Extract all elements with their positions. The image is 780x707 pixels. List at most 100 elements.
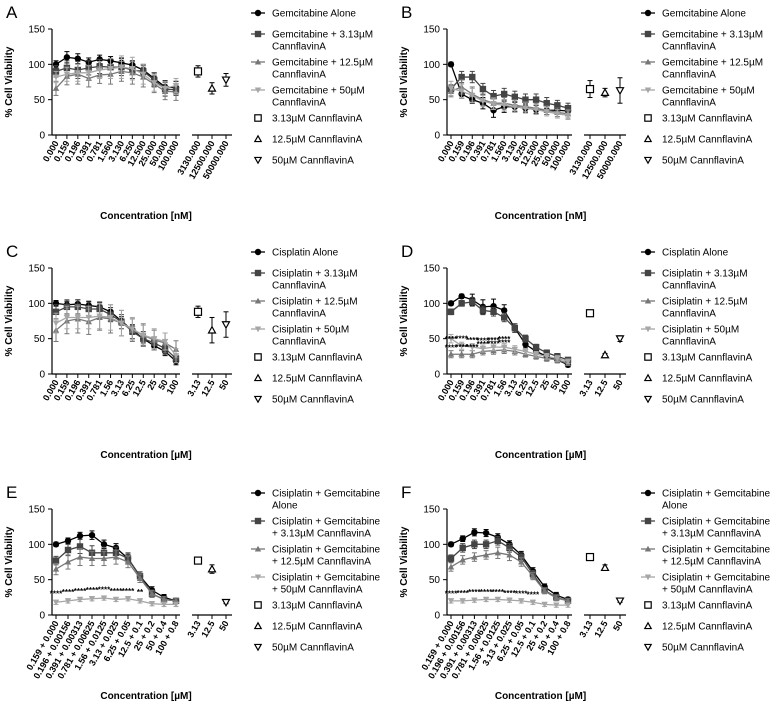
- legend-label-line: 3.13µM CannflavinA: [272, 114, 363, 125]
- legend-marker: [644, 114, 652, 122]
- legend-entry: 12.5µM CannflavinA: [643, 622, 753, 633]
- legend-label: Cisiplatin + Gemcitabine Alone: [272, 489, 381, 512]
- x-tick-label: 50: [156, 378, 170, 392]
- legend-entry: Gemcitabine + 50µM CannflavinA: [251, 86, 365, 109]
- data-point: [529, 572, 537, 579]
- legend-label-line: 50µM CannflavinA: [662, 156, 744, 167]
- data-point: [541, 587, 548, 594]
- legend-label-line: 12.5µM CannflavinA: [272, 135, 363, 146]
- legend-label: 12.5µM CannflavinA: [272, 135, 363, 146]
- data-point: [76, 596, 84, 603]
- legend-marker: [644, 517, 652, 525]
- data-point: [458, 351, 465, 357]
- legend-label: 12.5µM CannflavinA: [272, 374, 363, 385]
- legend-entry: Cisiplatin + Gemcitabine + 12.5µM Cannfla…: [251, 545, 381, 568]
- y-tick-label: 50: [429, 575, 441, 586]
- legend-label: Cisiplatin + 12.5µM CannflavinA: [662, 297, 748, 320]
- legend-label-line: Cisiplatin + 12.5µM: [272, 297, 358, 308]
- legend-label-line: Alone: [662, 501, 688, 512]
- series-line: [55, 315, 177, 357]
- legend-entry: Gemcitabine + 3.13µM CannflavinA: [251, 30, 373, 53]
- data-point: [52, 320, 60, 327]
- legend-label-line: 50µM CannflavinA: [662, 395, 744, 406]
- y-tick-label: 50: [429, 95, 441, 106]
- data-point: [447, 555, 455, 562]
- x-tick-label: 50: [217, 619, 231, 633]
- y-tick-label: 0: [434, 370, 440, 381]
- significance-label: ****: [503, 589, 516, 598]
- legend-label-line: Cisiplatin + Gemcitabine: [272, 545, 381, 556]
- data-point: [506, 597, 513, 604]
- legend-label-line: 50µM CannflavinA: [272, 643, 354, 654]
- legend-label: 12.5µM CannflavinA: [272, 622, 363, 633]
- series-c313: [52, 58, 180, 97]
- side-point-o50: [615, 335, 625, 344]
- legend-label-line: + 12.5µM CannflavinA: [272, 557, 371, 568]
- data-point: [150, 80, 158, 86]
- data-point: [64, 537, 72, 544]
- data-point: [522, 341, 529, 348]
- legend-marker: [643, 134, 653, 143]
- series-c50: [447, 596, 572, 609]
- y-tick-label: 100: [28, 299, 45, 310]
- legend-label-line: 3.13µM CannflavinA: [662, 114, 753, 125]
- data-point: [479, 307, 487, 314]
- data-point: [129, 66, 136, 72]
- data-point: [207, 564, 217, 573]
- legend-entry: Cisiplatin + Gemcitabine Alone: [251, 489, 381, 512]
- data-point: [100, 555, 108, 562]
- legend-marker: [254, 297, 262, 304]
- legend-label-line: + 12.5µM CannflavinA: [662, 557, 761, 568]
- x-tick-label: 50: [217, 378, 231, 392]
- significance-label: ****: [445, 335, 458, 344]
- data-point: [458, 88, 465, 95]
- legend-entry: Gemcitabine + 50µM CannflavinA: [641, 86, 755, 109]
- legend-label-line: CannflavinA: [662, 98, 716, 109]
- legend-marker: [254, 269, 262, 277]
- data-point: [85, 314, 92, 321]
- legend-label-line: 3.13µM CannflavinA: [272, 353, 363, 364]
- significance-label: ****: [487, 339, 500, 348]
- legend-entry: 50µM CannflavinA: [253, 395, 354, 406]
- legend-label: 50µM CannflavinA: [272, 156, 354, 167]
- legend-label-line: 12.5µM CannflavinA: [272, 622, 363, 633]
- data-point: [129, 326, 136, 332]
- data-point: [585, 552, 595, 562]
- legend-entry: Gemcitabine + 12.5µM CannflavinA: [251, 58, 373, 81]
- data-point: [482, 596, 490, 603]
- x-tick-label: 12.5: [592, 378, 609, 398]
- side-point-o313: [585, 552, 595, 562]
- data-point: [221, 598, 231, 608]
- x-axis-title: Concentration [nM]: [100, 211, 192, 222]
- legend-label: Gemcitabine + 12.5µM CannflavinA: [272, 58, 373, 81]
- data-point: [518, 553, 525, 561]
- legend-entry: 12.5µM CannflavinA: [643, 374, 753, 385]
- data-point: [74, 55, 82, 62]
- legend-marker: [254, 114, 262, 122]
- legend-label: Cisiplatin + 12.5µM CannflavinA: [272, 297, 358, 320]
- data-point: [511, 104, 519, 110]
- significance-label: ****: [468, 588, 481, 597]
- legend-label-line: CannflavinA: [272, 309, 326, 320]
- data-point: [490, 344, 497, 351]
- legend-marker: [644, 574, 652, 581]
- data-point: [494, 537, 501, 544]
- legend-label-line: Gemcitabine + 50µM: [272, 86, 365, 97]
- legend-marker: [253, 134, 263, 143]
- x-tick-label: 3.13: [577, 378, 594, 398]
- data-point: [107, 314, 114, 321]
- legend-entry: 12.5µM CannflavinA: [253, 622, 363, 633]
- legend-entry: 50µM CannflavinA: [253, 643, 354, 654]
- significance-label: ****: [498, 335, 511, 344]
- significance-label: ****: [498, 339, 511, 348]
- legend-label: Cisiplatin + 3.13µM CannflavinA: [662, 269, 748, 292]
- data-point: [522, 105, 529, 112]
- legend-label: Cisiplatin + 50µM CannflavinA: [272, 325, 349, 348]
- data-point: [52, 85, 60, 91]
- significance-label: ****: [62, 588, 75, 597]
- legend-entry: Gemcitabine Alone: [641, 9, 746, 20]
- x-tick-label: 3.13: [577, 619, 594, 639]
- data-point: [529, 599, 537, 606]
